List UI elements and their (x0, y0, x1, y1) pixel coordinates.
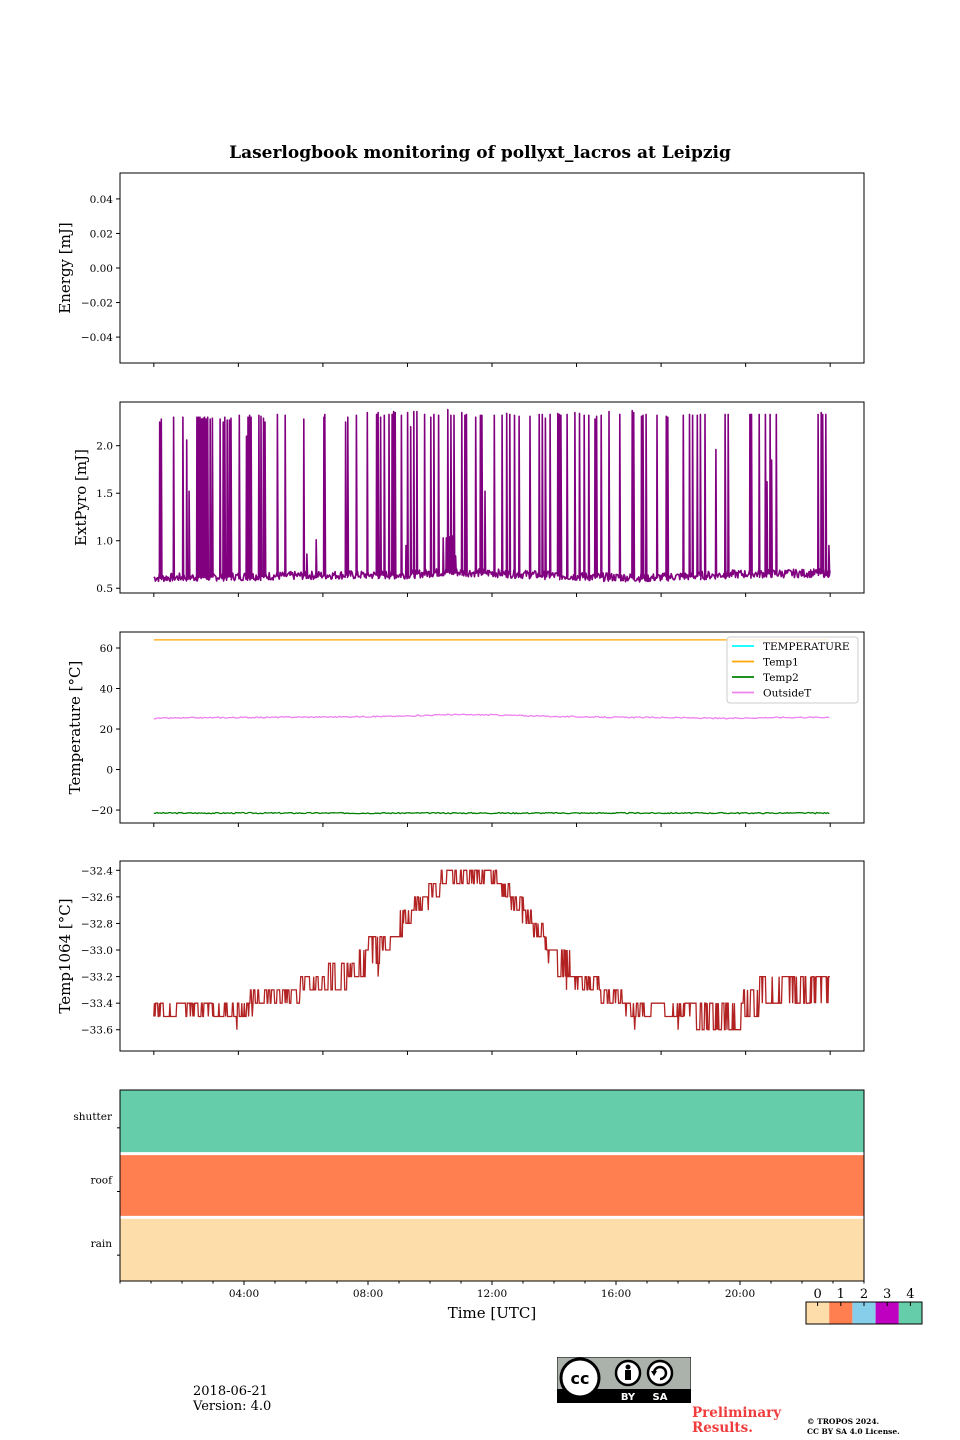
temp1064-axes-frame (119, 860, 865, 1052)
colorbar-tick-label: 4 (906, 1287, 914, 1302)
ytick-label: 20 (100, 724, 113, 736)
y-axis-label: Energy [mJ] (56, 222, 74, 313)
colorbar-swatch-2 (852, 1302, 876, 1324)
ytick-label: 0.02 (90, 228, 113, 240)
x-axis-label: Time [UTC] (448, 1304, 537, 1322)
temperature-legend: TEMPERATURE Temp1 Temp2 OutsideT (726, 636, 859, 704)
y-axis-label: ExtPyro [mJ] (72, 449, 90, 546)
ytick-label: −33.0 (81, 945, 113, 957)
series-line-temp2 (153, 811, 830, 815)
ytick-label: −32.4 (81, 865, 113, 877)
energy-panel: 0.04 0.02 0.00 −0.02 −0.04 Energy [mJ] (56, 172, 865, 367)
colorbar-swatch-0 (806, 1302, 830, 1324)
figure-title: Laserlogbook monitoring of pollyxt_lacro… (229, 143, 731, 163)
y-axis-label: Temp1064 [°C] (56, 898, 74, 1013)
xtick-label: 08:00 (353, 1288, 383, 1300)
ytick-label: 0.00 (90, 263, 113, 275)
colorbar-swatch-3 (875, 1302, 899, 1324)
colorbar-swatch-4 (898, 1302, 922, 1324)
ytick-label: −32.6 (81, 892, 113, 904)
xtick-label: 20:00 (725, 1288, 755, 1300)
ytick-label: 0 (106, 765, 113, 777)
status-row-label: shutter (73, 1111, 113, 1123)
status-row-rain (120, 1217, 864, 1281)
y-axis-label: Temperature [°C] (66, 661, 84, 795)
temperature-panel: 60 40 20 0 −20 Temperature [°C] TEMPERATURE Tem… (66, 631, 865, 827)
cc-icon: cc (559, 1357, 601, 1399)
ytick-label: 40 (100, 684, 113, 696)
svg-text:cc: cc (571, 1369, 590, 1388)
date-version-block: 2018-06-21 Version: 4.0 (193, 1384, 271, 1414)
status-row-label: rain (91, 1238, 113, 1250)
preliminary-results-note: Preliminary Results. (692, 1406, 781, 1436)
ytick-label: 1.5 (96, 488, 113, 500)
ytick-label: −33.6 (81, 1025, 113, 1037)
colorbar-swatch-1 (829, 1302, 853, 1324)
colorbar-tick-label: 2 (860, 1287, 868, 1302)
ytick-label: 60 (100, 643, 113, 655)
by-label: BY (621, 1392, 636, 1403)
legend-label-temp1: Temp1 (763, 657, 799, 669)
legend-label-temp2: Temp2 (763, 672, 799, 684)
by-icon (614, 1359, 642, 1387)
ytick-label: 0.04 (90, 194, 114, 206)
xtick-label: 04:00 (229, 1288, 259, 1300)
preliminary-line2: Results. (692, 1420, 753, 1436)
ytick-label: −0.02 (81, 298, 113, 310)
energy-axes-frame (119, 172, 865, 364)
colorbar-tick-label: 0 (813, 1287, 821, 1302)
ytick-label: −33.4 (81, 998, 113, 1010)
temp1064-series-line (153, 869, 830, 1031)
xtick-label: 12:00 (477, 1288, 507, 1300)
copyright-line2: CC BY SA 4.0 License. (807, 1427, 900, 1436)
copyright-note: © TROPOS 2024. CC BY SA 4.0 License. (807, 1417, 900, 1437)
extpyro-series-line (153, 408, 831, 583)
version-text: Version: 4.0 (193, 1399, 272, 1414)
status-row-shutter (120, 1090, 864, 1154)
ytick-label: −0.04 (81, 332, 113, 344)
legend-label-temperature: TEMPERATURE (763, 641, 850, 653)
colorbar-tick-label: 1 (837, 1287, 845, 1302)
date-text: 2018-06-21 (193, 1384, 268, 1399)
ytick-label: 2.0 (96, 441, 113, 453)
status-panel: shutter roof rain 04:00 08:00 12:00 16:00 20:00… (73, 1089, 865, 1322)
ytick-label: −20 (91, 805, 113, 817)
status-row-roof (120, 1153, 864, 1218)
cc-by-sa-badge: cc BY SA (556, 1356, 692, 1404)
ytick-label: 0.5 (96, 583, 113, 595)
preliminary-line1: Preliminary (692, 1405, 782, 1421)
ytick-label: 1.0 (96, 536, 113, 548)
xtick-label: 16:00 (601, 1288, 631, 1300)
sa-label: SA (653, 1392, 668, 1403)
colorbar-tick-label: 3 (883, 1287, 891, 1302)
ytick-label: −32.8 (81, 918, 113, 930)
legend-frame (726, 636, 859, 704)
copyright-line1: © TROPOS 2024. (807, 1417, 880, 1426)
series-line-outsidet (153, 713, 830, 720)
legend-label-outsidet: OutsideT (763, 688, 811, 700)
status-row-label: roof (90, 1175, 113, 1187)
temp1064-panel: −32.4 −32.6 −32.8 −33.0 −33.2 −33.4 −33.6 Temp1… (56, 860, 865, 1055)
extpyro-panel: 2.0 1.5 1.0 0.5 ExtPyro [mJ] (72, 401, 865, 597)
ytick-label: −33.2 (81, 972, 113, 984)
sa-icon (646, 1359, 674, 1387)
